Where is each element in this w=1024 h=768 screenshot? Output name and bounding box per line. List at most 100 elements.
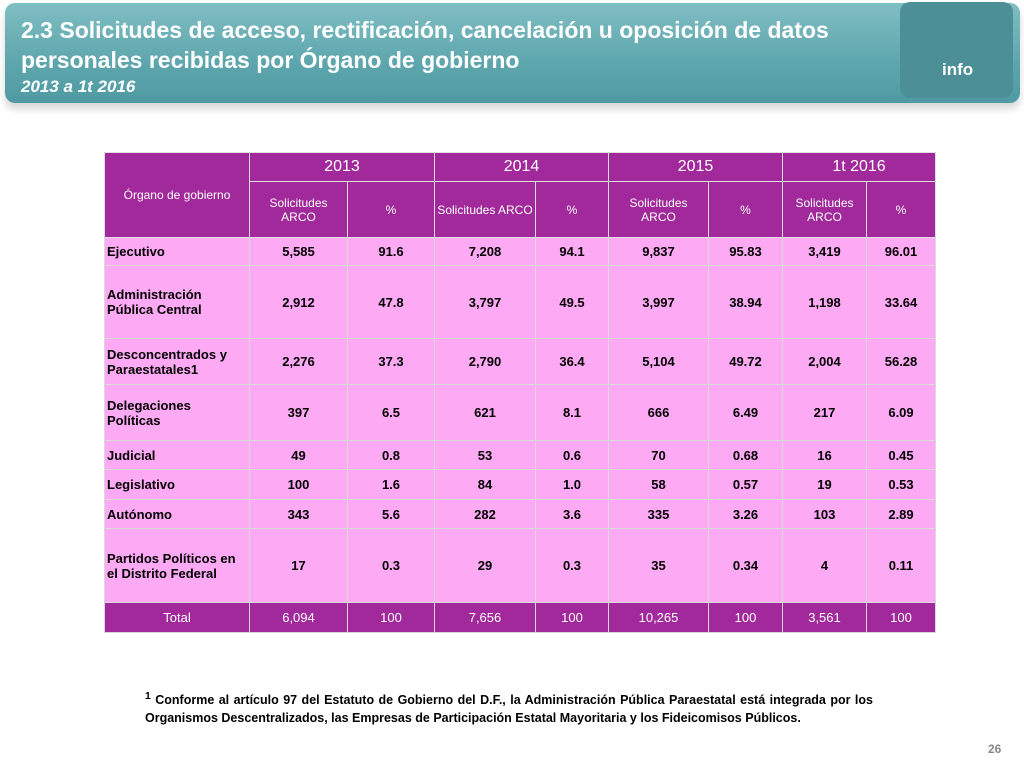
data-row: Administración Pública Central 2,912 47.8 3… xyxy=(104,265,937,339)
cell: 3.26 xyxy=(708,499,783,529)
row-label: Administración Pública Central xyxy=(104,265,250,339)
cell: 282 xyxy=(434,499,536,529)
cell: 16 xyxy=(782,440,867,470)
subheader-cell: Solicitudes ARCO xyxy=(249,181,348,238)
cell: 103 xyxy=(782,499,867,529)
header-row: Órgano de gobierno 2013 2014 2015 1t 2016 xyxy=(104,152,937,238)
data-row: Desconcentrados y Paraestatales1 2,276 37.… xyxy=(104,338,937,385)
cell: 2,912 xyxy=(249,265,348,339)
cell: 49 xyxy=(249,440,348,470)
subheader-cell: % xyxy=(865,181,937,238)
total-cell: Total xyxy=(104,602,250,633)
total-row: Total 6,094 100 7,656 100 10,265 100 3,561 100 xyxy=(104,602,937,633)
cell: 4 xyxy=(782,528,867,603)
row-label: Legislativo xyxy=(104,469,250,500)
cell: 38.94 xyxy=(708,265,783,339)
cell: 33.64 xyxy=(865,265,937,339)
subheader-cell: Solicitudes ARCO xyxy=(782,181,867,238)
row-label: Desconcentrados y Paraestatales1 xyxy=(104,338,250,385)
cell: 49.5 xyxy=(535,265,609,339)
cell: 95.83 xyxy=(708,237,783,266)
title: 2.3 Solicitudes de acceso, rectificación… xyxy=(21,15,829,75)
total-cell: 100 xyxy=(865,602,937,633)
subheader-cell: % xyxy=(347,181,435,238)
cell: 9,837 xyxy=(608,237,709,266)
cell: 56.28 xyxy=(865,338,937,385)
cell: 96.01 xyxy=(865,237,937,266)
cell: 29 xyxy=(434,528,536,603)
footnote-text: Conforme al artículo 97 del Estatuto de … xyxy=(145,693,873,726)
table: Órgano de gobierno 2013 2014 2015 1t 2016 Sol… xyxy=(104,152,937,633)
header-bar: 2.3 Solicitudes de acceso, rectificación… xyxy=(5,3,1020,103)
data-row: Autónomo 343 5.6 282 3.6 335 3.26 103 2.89 xyxy=(104,499,937,529)
subheader-cell: Solicitudes ARCO xyxy=(608,181,709,238)
cell: 666 xyxy=(608,384,709,441)
cell: 1,198 xyxy=(782,265,867,339)
page-number: 26 xyxy=(988,742,1002,756)
cell: 217 xyxy=(782,384,867,441)
year-cell: 2015 xyxy=(608,152,783,182)
total-cell: 100 xyxy=(347,602,435,633)
logo-text: info xyxy=(942,60,974,79)
cell: 3,419 xyxy=(782,237,867,266)
total-cell: 10,265 xyxy=(608,602,709,633)
cell: 1.0 xyxy=(535,469,609,500)
cell: 0.34 xyxy=(708,528,783,603)
total-cell: 6,094 xyxy=(249,602,348,633)
data-row: Ejecutivo 5,585 91.6 7,208 94.1 9,837 95.83 3,4… xyxy=(104,237,937,266)
cell: 343 xyxy=(249,499,348,529)
cell: 0.8 xyxy=(347,440,435,470)
cell: 3,997 xyxy=(608,265,709,339)
cell: 0.11 xyxy=(865,528,937,603)
cell: 84 xyxy=(434,469,536,500)
row-label: Partidos Políticos en el Distrito Federa… xyxy=(104,528,250,603)
row-label: Autónomo xyxy=(104,499,250,529)
cell: 2.89 xyxy=(865,499,937,529)
cell: 0.3 xyxy=(535,528,609,603)
cell: 3,797 xyxy=(434,265,536,339)
total-cell: 3,561 xyxy=(782,602,867,633)
cell: 0.45 xyxy=(865,440,937,470)
cell: 91.6 xyxy=(347,237,435,266)
cell: 19 xyxy=(782,469,867,500)
cell: 53 xyxy=(434,440,536,470)
cell: 0.57 xyxy=(708,469,783,500)
cell: 6.09 xyxy=(865,384,937,441)
logo xyxy=(900,2,1013,98)
cell: 5,104 xyxy=(608,338,709,385)
cell: 0.53 xyxy=(865,469,937,500)
cell: 49.72 xyxy=(708,338,783,385)
cell: 397 xyxy=(249,384,348,441)
cell: 94.1 xyxy=(535,237,609,266)
cell: 5,585 xyxy=(249,237,348,266)
cell: 6.5 xyxy=(347,384,435,441)
footnote-mark: 1 xyxy=(145,691,151,702)
cell: 35 xyxy=(608,528,709,603)
row-label: Judicial xyxy=(104,440,250,470)
cell: 70 xyxy=(608,440,709,470)
cell: 17 xyxy=(249,528,348,603)
cell: 2,790 xyxy=(434,338,536,385)
year-cell: 1t 2016 xyxy=(781,152,937,182)
cell: 7,208 xyxy=(434,237,536,266)
total-cell: 7,656 xyxy=(434,602,536,633)
cell: 3.6 xyxy=(535,499,609,529)
subheader-row: Solicitudes ARCO% Solicitudes ARCO% Solici… xyxy=(105,181,937,238)
cell: 37.3 xyxy=(347,338,435,385)
data-row: Legislativo 100 1.6 84 1.0 58 0.57 19 0.53 xyxy=(104,469,937,500)
subheader-cell: Solicitudes ARCO xyxy=(434,181,536,238)
total-cell: 100 xyxy=(708,602,783,633)
subtitle: 2013 a 1t 2016 xyxy=(21,77,136,96)
cell: 8.1 xyxy=(535,384,609,441)
cell: 1.6 xyxy=(347,469,435,500)
cell: 0.6 xyxy=(535,440,609,470)
data-row: Partidos Políticos en el Distrito Federa… xyxy=(104,528,937,603)
row-label: Ejecutivo xyxy=(104,237,250,266)
cell: 5.6 xyxy=(347,499,435,529)
title-line: 2.3 Solicitudes de acceso, rectificación… xyxy=(21,17,829,43)
subheader-cell: % xyxy=(535,181,609,238)
footnote: 1 Conforme al artículo 97 del Estatuto d… xyxy=(145,688,873,727)
cell: 36.4 xyxy=(535,338,609,385)
cell: 2,276 xyxy=(249,338,348,385)
